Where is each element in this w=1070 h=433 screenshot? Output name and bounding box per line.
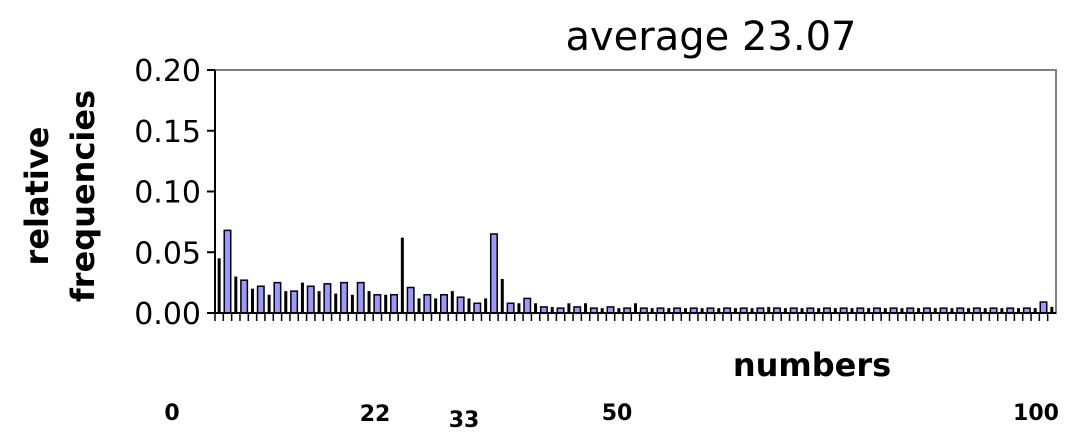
- x-marker-33: 33: [449, 408, 480, 433]
- x-axis-ticks: [214, 313, 1049, 321]
- bar-7: [273, 281, 282, 314]
- bar-40: [550, 306, 554, 313]
- bar-92: [983, 308, 987, 313]
- bar-36: [517, 303, 521, 313]
- bar-100: [1050, 306, 1054, 313]
- bar-28: [450, 291, 454, 313]
- bar-12: [317, 291, 321, 313]
- bar-94: [1000, 308, 1004, 313]
- x-marker-50: 50: [602, 401, 633, 426]
- bar-17: [356, 281, 365, 314]
- x-markers: 0 22 33 50 100: [164, 401, 1059, 433]
- bar-32: [484, 298, 488, 313]
- bar-84: [917, 308, 921, 313]
- bar-10: [300, 282, 304, 314]
- bar-4: [250, 288, 254, 313]
- bar-9: [290, 290, 299, 314]
- bar-11: [306, 285, 315, 314]
- bar-44: [584, 303, 588, 313]
- y-tick-label-2: 0.10: [134, 176, 201, 211]
- bar-78: [867, 308, 871, 313]
- bar-15: [340, 281, 349, 314]
- plot-frame: [214, 69, 1057, 314]
- bar-3: [240, 279, 249, 314]
- x-axis-label: numbers: [733, 346, 891, 384]
- bar-5: [256, 285, 265, 314]
- bar-30: [467, 298, 471, 313]
- bar-46: [600, 308, 604, 313]
- y-axis-label-line-1: relative: [18, 127, 56, 266]
- y-axis-label-line-2: frequencies: [64, 90, 102, 302]
- bar-68: [783, 308, 787, 313]
- bar-66: [767, 306, 771, 313]
- x-marker-22: 22: [360, 402, 391, 427]
- bars: [217, 229, 1054, 314]
- y-axis-ticks: 0.00 0.05 0.10 0.15 0.20: [134, 54, 215, 332]
- bar-18: [367, 291, 371, 313]
- bar-8: [284, 291, 288, 313]
- y-tick-label-1: 0.05: [134, 236, 201, 271]
- bar-34: [500, 278, 504, 313]
- bar-26: [434, 298, 438, 313]
- bar-62: [733, 308, 737, 313]
- bar-33: [489, 233, 498, 314]
- bar-22: [400, 237, 404, 313]
- bar-29: [456, 296, 465, 314]
- y-tick-label-0: 0.00: [134, 297, 201, 332]
- bar-80: [883, 308, 887, 313]
- bar-16: [350, 294, 354, 313]
- bar-0: [217, 258, 221, 313]
- bar-72: [817, 308, 821, 313]
- bar-99: [1039, 301, 1048, 314]
- bar-13: [323, 283, 332, 314]
- bar-42: [567, 303, 571, 313]
- bar-6: [267, 294, 271, 313]
- chart-title: average 23.07: [566, 14, 857, 60]
- bar-60: [717, 308, 721, 313]
- bar-1: [223, 229, 232, 314]
- bar-64: [750, 308, 754, 313]
- bar-82: [900, 308, 904, 313]
- bar-24: [417, 298, 421, 313]
- y-tick-label-3: 0.15: [134, 115, 201, 150]
- bar-74: [833, 308, 837, 313]
- bar-35: [506, 302, 515, 314]
- bar-25: [423, 294, 432, 314]
- bar-50: [634, 303, 637, 313]
- y-axis-label: relative frequencies: [18, 90, 102, 302]
- bar-90: [967, 308, 971, 313]
- y-tick-label-4: 0.20: [134, 54, 201, 89]
- bar-23: [406, 286, 415, 314]
- x-marker-0: 0: [164, 401, 179, 426]
- bar-20: [384, 294, 388, 313]
- bar-76: [850, 308, 854, 313]
- bar-31: [473, 302, 482, 314]
- bar-27: [439, 294, 448, 314]
- bar-38: [534, 303, 538, 313]
- bar-2: [234, 276, 238, 313]
- bar-54: [667, 308, 671, 313]
- bar-14: [334, 293, 338, 313]
- bar-37: [523, 297, 532, 314]
- bar-96: [1017, 308, 1021, 313]
- bar-48: [617, 308, 621, 313]
- bar-88: [950, 308, 954, 313]
- bar-21: [390, 294, 399, 314]
- bar-52: [650, 308, 654, 313]
- bar-86: [933, 308, 937, 313]
- bar-19: [373, 294, 382, 314]
- bar-70: [800, 308, 804, 313]
- bar-58: [700, 308, 704, 313]
- bar-56: [683, 308, 687, 313]
- x-marker-100: 100: [1013, 401, 1059, 426]
- bar-98: [1033, 308, 1037, 313]
